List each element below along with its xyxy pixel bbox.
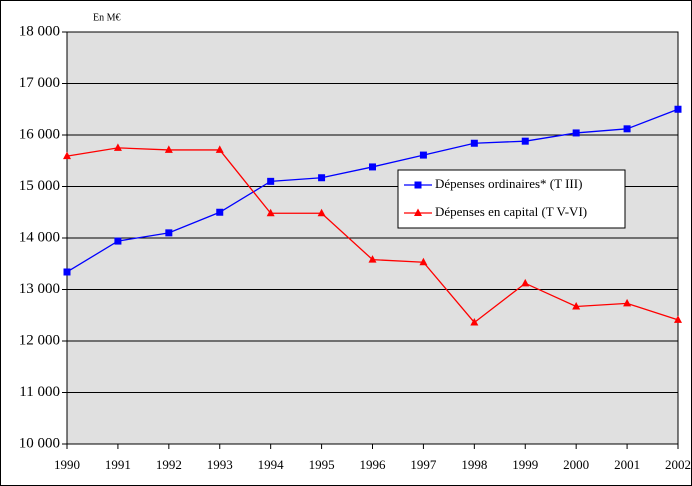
x-tick-label: 1995 [309,457,335,472]
marker-triangle [623,298,632,307]
marker-triangle [470,317,479,326]
marker-triangle [521,278,530,287]
marker-square [623,125,631,133]
unit-annotation: En M€ [93,12,121,23]
legend-box [397,169,626,229]
y-tick-label: 15 000 [19,178,60,194]
marker-square [414,181,422,189]
marker-triangle [419,257,428,266]
marker-square [521,137,529,145]
x-tick-label: 1996 [360,457,387,472]
y-tick-label: 12 000 [19,332,60,348]
marker-square [216,208,224,216]
x-tick-label: 1999 [512,457,538,472]
marker-square [114,237,122,245]
marker-triangle [572,301,581,310]
marker-triangle [266,208,275,217]
y-tick-label: 18 000 [19,23,60,39]
marker-square [267,177,275,185]
x-tick-label: 2002 [665,457,691,472]
x-tick-label: 1992 [156,457,182,472]
y-tick-label: 11 000 [19,384,60,400]
x-tick-label: 2000 [563,457,589,472]
marker-square [369,163,376,171]
x-tick-label: 1990 [54,457,80,472]
x-tick-label: 2001 [614,457,640,472]
x-tick-label: 1991 [105,457,131,472]
marker-triangle [414,208,422,216]
marker-triangle [215,145,224,153]
marker-square [419,151,427,159]
marker-triangle [674,315,682,323]
marker-triangle [164,145,173,153]
marker-square [165,229,173,237]
y-tick-label: 17 000 [19,75,60,91]
marker-triangle [368,255,377,263]
legend-label: Dépenses en capital (T V-VI) [435,204,587,219]
marker-triangle [63,151,71,160]
y-tick-label: 13 000 [19,281,60,297]
y-tick-label: 16 000 [19,126,60,142]
marker-triangle [317,208,326,217]
y-tick-label: 14 000 [19,229,60,245]
x-tick-label: 1994 [258,457,285,472]
x-tick-label: 1997 [410,457,437,472]
x-tick-label: 1993 [207,457,233,472]
marker-square [318,174,326,182]
marker-triangle [113,143,122,151]
marker-square [63,268,71,276]
marker-square [674,105,682,113]
x-tick-label: 1998 [461,457,487,472]
y-tick-label: 10 000 [19,435,60,451]
marker-square [572,129,580,137]
legend-label: Dépenses ordinaires* (T III) [435,176,582,191]
marker-square [470,139,478,147]
